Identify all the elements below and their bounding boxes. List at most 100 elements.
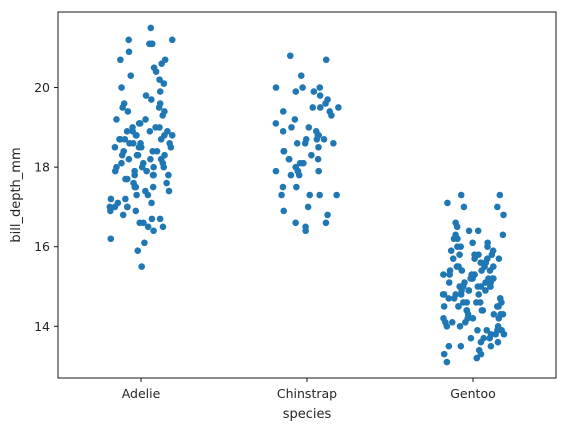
data-point — [279, 183, 287, 191]
data-point — [159, 112, 166, 119]
data-point — [111, 203, 119, 211]
data-point — [294, 167, 302, 175]
data-point — [147, 155, 154, 163]
data-point — [125, 48, 133, 56]
data-point — [456, 322, 464, 330]
data-point — [322, 56, 330, 64]
data-point — [315, 167, 322, 175]
data-point — [446, 271, 453, 278]
data-point — [473, 354, 481, 362]
data-point — [499, 231, 507, 239]
data-point — [494, 203, 501, 211]
data-point — [107, 207, 114, 215]
data-point — [316, 92, 324, 99]
data-point — [445, 279, 453, 286]
data-point — [125, 36, 132, 44]
data-point — [304, 203, 312, 211]
y-axis-label: bill_depth_mm — [9, 147, 24, 242]
data-point — [142, 187, 149, 195]
data-point — [496, 191, 504, 199]
data-point — [122, 195, 129, 203]
data-point — [138, 163, 146, 171]
data-point — [285, 155, 293, 163]
data-point — [157, 136, 165, 143]
x-tick-label-chinstrap: Chinstrap — [277, 386, 337, 401]
data-point — [462, 319, 469, 326]
data-point — [293, 183, 300, 191]
data-point — [482, 287, 489, 294]
data-point — [456, 251, 463, 258]
data-point — [475, 291, 483, 298]
data-point — [156, 100, 164, 107]
data-point — [443, 358, 451, 366]
data-point — [149, 147, 157, 155]
data-point — [310, 88, 318, 95]
data-point — [474, 227, 482, 235]
data-point — [477, 350, 485, 358]
data-point — [460, 203, 468, 211]
data-point — [324, 211, 331, 219]
data-point — [482, 259, 490, 266]
data-point — [490, 263, 497, 270]
data-point — [459, 299, 467, 306]
data-point — [487, 342, 495, 350]
data-point — [464, 311, 472, 318]
data-point — [168, 132, 176, 139]
data-point — [442, 319, 449, 326]
data-point — [272, 84, 280, 91]
data-point — [494, 338, 502, 346]
data-point — [136, 120, 144, 127]
data-point — [495, 315, 503, 322]
data-point — [477, 338, 485, 346]
data-point — [133, 191, 140, 199]
data-point — [133, 132, 140, 139]
data-point — [458, 267, 466, 274]
data-point — [158, 60, 165, 68]
data-point — [448, 319, 456, 326]
data-point — [455, 303, 462, 310]
data-point — [500, 211, 507, 219]
data-point — [440, 291, 448, 298]
data-point — [150, 227, 157, 235]
data-point — [445, 295, 453, 302]
data-point — [140, 219, 147, 227]
data-point — [444, 199, 451, 207]
data-point — [499, 311, 507, 318]
data-point — [492, 330, 499, 338]
data-point — [287, 171, 295, 179]
data-point — [495, 303, 502, 310]
data-point — [320, 136, 328, 143]
data-point — [302, 227, 309, 235]
data-point — [165, 187, 173, 195]
data-point — [314, 155, 322, 163]
data-point — [148, 215, 156, 223]
data-point — [457, 191, 465, 199]
data-point — [116, 136, 123, 143]
data-point — [440, 271, 447, 278]
axes: 14 16 18 20 Adelie Chinstrap Gentoo — [34, 80, 496, 401]
data-point — [487, 283, 494, 290]
data-point — [147, 24, 155, 32]
x-tick-label-adelie: Adelie — [122, 386, 161, 401]
data-point — [335, 104, 342, 111]
y-tick-label: 14 — [34, 319, 50, 334]
data-point — [453, 263, 461, 270]
data-point — [117, 56, 124, 64]
data-point — [468, 271, 475, 278]
data-point — [308, 151, 315, 159]
data-point — [450, 235, 458, 243]
data-point — [118, 84, 125, 91]
data-point — [469, 239, 476, 247]
data-point — [306, 191, 314, 199]
data-point — [316, 191, 323, 199]
data-point — [118, 159, 125, 167]
data-point — [143, 167, 150, 175]
data-point — [156, 124, 163, 131]
data-point — [160, 163, 168, 171]
data-point — [111, 143, 119, 151]
data-point — [156, 215, 164, 223]
data-point — [123, 203, 131, 211]
data-point — [148, 199, 155, 207]
data-point — [489, 275, 496, 282]
